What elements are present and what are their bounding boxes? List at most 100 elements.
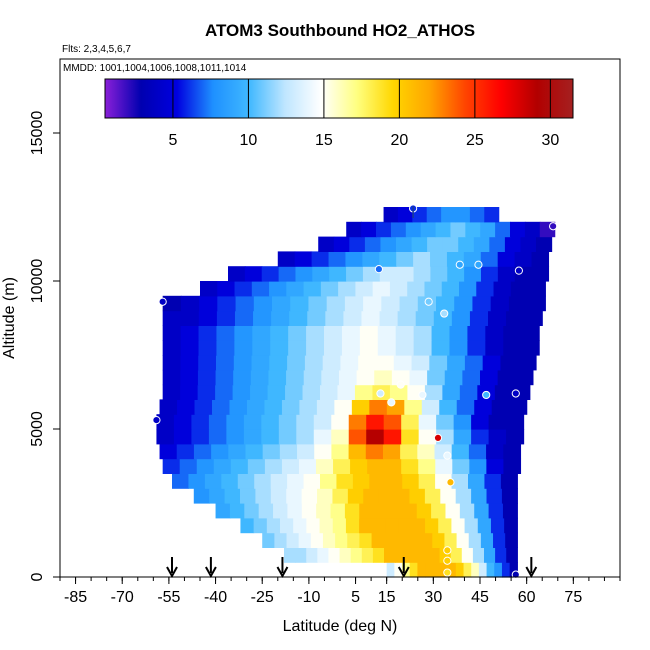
heatmap-cell bbox=[320, 384, 339, 400]
heatmap-cell bbox=[339, 547, 352, 563]
heatmap-cell bbox=[444, 532, 458, 548]
heatmap-cell bbox=[439, 547, 452, 563]
flight-arrow-head bbox=[205, 566, 217, 579]
heatmap-cell bbox=[343, 310, 363, 326]
heatmap-cell bbox=[480, 369, 499, 386]
heatmap-cell bbox=[497, 251, 516, 267]
heatmap-cell bbox=[441, 207, 457, 223]
heatmap-cell bbox=[417, 547, 430, 563]
heatmap-cell bbox=[200, 281, 218, 297]
x-tick-label: 5 bbox=[351, 589, 360, 606]
y-tick-label: 10000 bbox=[29, 259, 46, 304]
heatmap-cell bbox=[198, 325, 218, 341]
colorbar-tick-label: 15 bbox=[315, 132, 333, 149]
x-tick-label: -40 bbox=[204, 589, 227, 606]
heatmap-cell bbox=[480, 532, 494, 548]
heatmap-cell bbox=[411, 355, 430, 371]
heatmap-cell bbox=[216, 340, 235, 356]
heatmap-cell bbox=[176, 443, 195, 460]
y-tick-label: 15000 bbox=[29, 111, 46, 156]
heatmap-cell bbox=[295, 266, 313, 282]
heatmap-cell bbox=[317, 547, 330, 563]
heatmap-cell bbox=[212, 399, 231, 415]
heatmap-cell bbox=[418, 414, 437, 430]
heatmap-cell bbox=[217, 295, 237, 312]
heatmap-cell bbox=[456, 532, 470, 548]
heatmap-cell bbox=[413, 340, 433, 356]
heatmap-cell bbox=[393, 355, 413, 371]
heatmap-cell bbox=[425, 517, 439, 534]
heatmap-cell bbox=[397, 207, 413, 223]
heatmap-cell bbox=[464, 355, 484, 371]
heatmap-cell bbox=[350, 458, 368, 474]
dates-subtitle: MMDD: 1001,1004,1006,1008,1011,1014 bbox=[63, 63, 247, 74]
heatmap-cell bbox=[527, 295, 546, 312]
heatmap-cell bbox=[333, 458, 351, 474]
heatmap-cell bbox=[486, 443, 504, 460]
heatmap-cell bbox=[338, 281, 356, 297]
heatmap-cell bbox=[159, 399, 178, 415]
heatmap-cell bbox=[365, 443, 384, 460]
heatmap-cell bbox=[474, 503, 490, 519]
heatmap-cell bbox=[465, 221, 481, 238]
heatmap-cell bbox=[502, 503, 518, 519]
heatmap-cell bbox=[253, 310, 272, 326]
heatmap-cell bbox=[369, 399, 388, 415]
heatmap-cell bbox=[395, 325, 415, 341]
heatmap-cell bbox=[270, 340, 289, 356]
heatmap-cell bbox=[288, 325, 307, 341]
heatmap-cell bbox=[390, 221, 407, 238]
heatmap-cell bbox=[324, 340, 343, 356]
heatmap-cell bbox=[354, 384, 374, 400]
heatmap-cell bbox=[294, 251, 313, 267]
heatmap-cell bbox=[459, 503, 475, 519]
data-point bbox=[443, 451, 452, 460]
heatmap-cell bbox=[520, 236, 537, 252]
heatmap-cell bbox=[262, 443, 281, 460]
x-tick-label: -85 bbox=[64, 589, 87, 606]
heatmap-cell bbox=[439, 399, 458, 415]
heatmap-cell bbox=[408, 532, 421, 548]
heatmap-cell bbox=[524, 310, 543, 326]
heatmap-cell bbox=[427, 369, 446, 386]
heatmap-cell bbox=[336, 473, 354, 489]
heatmap-cell bbox=[436, 295, 455, 312]
data-point bbox=[511, 389, 520, 398]
heatmap-cell bbox=[351, 399, 370, 415]
heatmap-cell bbox=[418, 458, 436, 474]
data-point bbox=[446, 478, 455, 487]
heatmap-cell bbox=[442, 384, 461, 400]
heatmap-cell bbox=[234, 325, 253, 341]
heatmap-cell bbox=[415, 310, 435, 326]
heatmap-cell bbox=[277, 251, 296, 267]
x-tick-label: 75 bbox=[564, 589, 582, 606]
heatmap-cell bbox=[346, 266, 364, 282]
x-tick-label: 60 bbox=[518, 589, 536, 606]
heatmap-cell bbox=[286, 369, 305, 386]
heatmap-cell bbox=[485, 325, 504, 341]
heatmap-cell bbox=[359, 340, 379, 356]
heatmap-cell bbox=[395, 547, 407, 563]
heatmap-cell bbox=[332, 517, 347, 534]
heatmap-cell bbox=[358, 355, 377, 371]
heatmap-cell bbox=[495, 221, 511, 238]
heatmap-cell bbox=[488, 503, 504, 519]
heatmap-cell bbox=[177, 399, 196, 415]
heatmap-cell bbox=[402, 503, 418, 519]
heatmap-cell bbox=[261, 429, 280, 445]
heatmap-cell bbox=[270, 473, 288, 489]
heatmap-cell bbox=[209, 488, 226, 504]
colorbar-tick-label: 5 bbox=[168, 132, 177, 149]
heatmap-cell bbox=[469, 458, 487, 474]
heatmap-cell bbox=[493, 281, 512, 297]
heatmap-cell bbox=[401, 414, 420, 430]
heatmap-cell bbox=[472, 295, 492, 312]
data-point bbox=[396, 380, 405, 389]
heatmap-cell bbox=[301, 488, 318, 504]
flight-arrow-head bbox=[525, 566, 538, 579]
heatmap-cell bbox=[411, 236, 428, 252]
heatmap-cell bbox=[316, 399, 335, 415]
heatmap-cell bbox=[341, 325, 361, 341]
heatmap-cell bbox=[299, 399, 318, 415]
heatmap-cell bbox=[352, 473, 370, 489]
